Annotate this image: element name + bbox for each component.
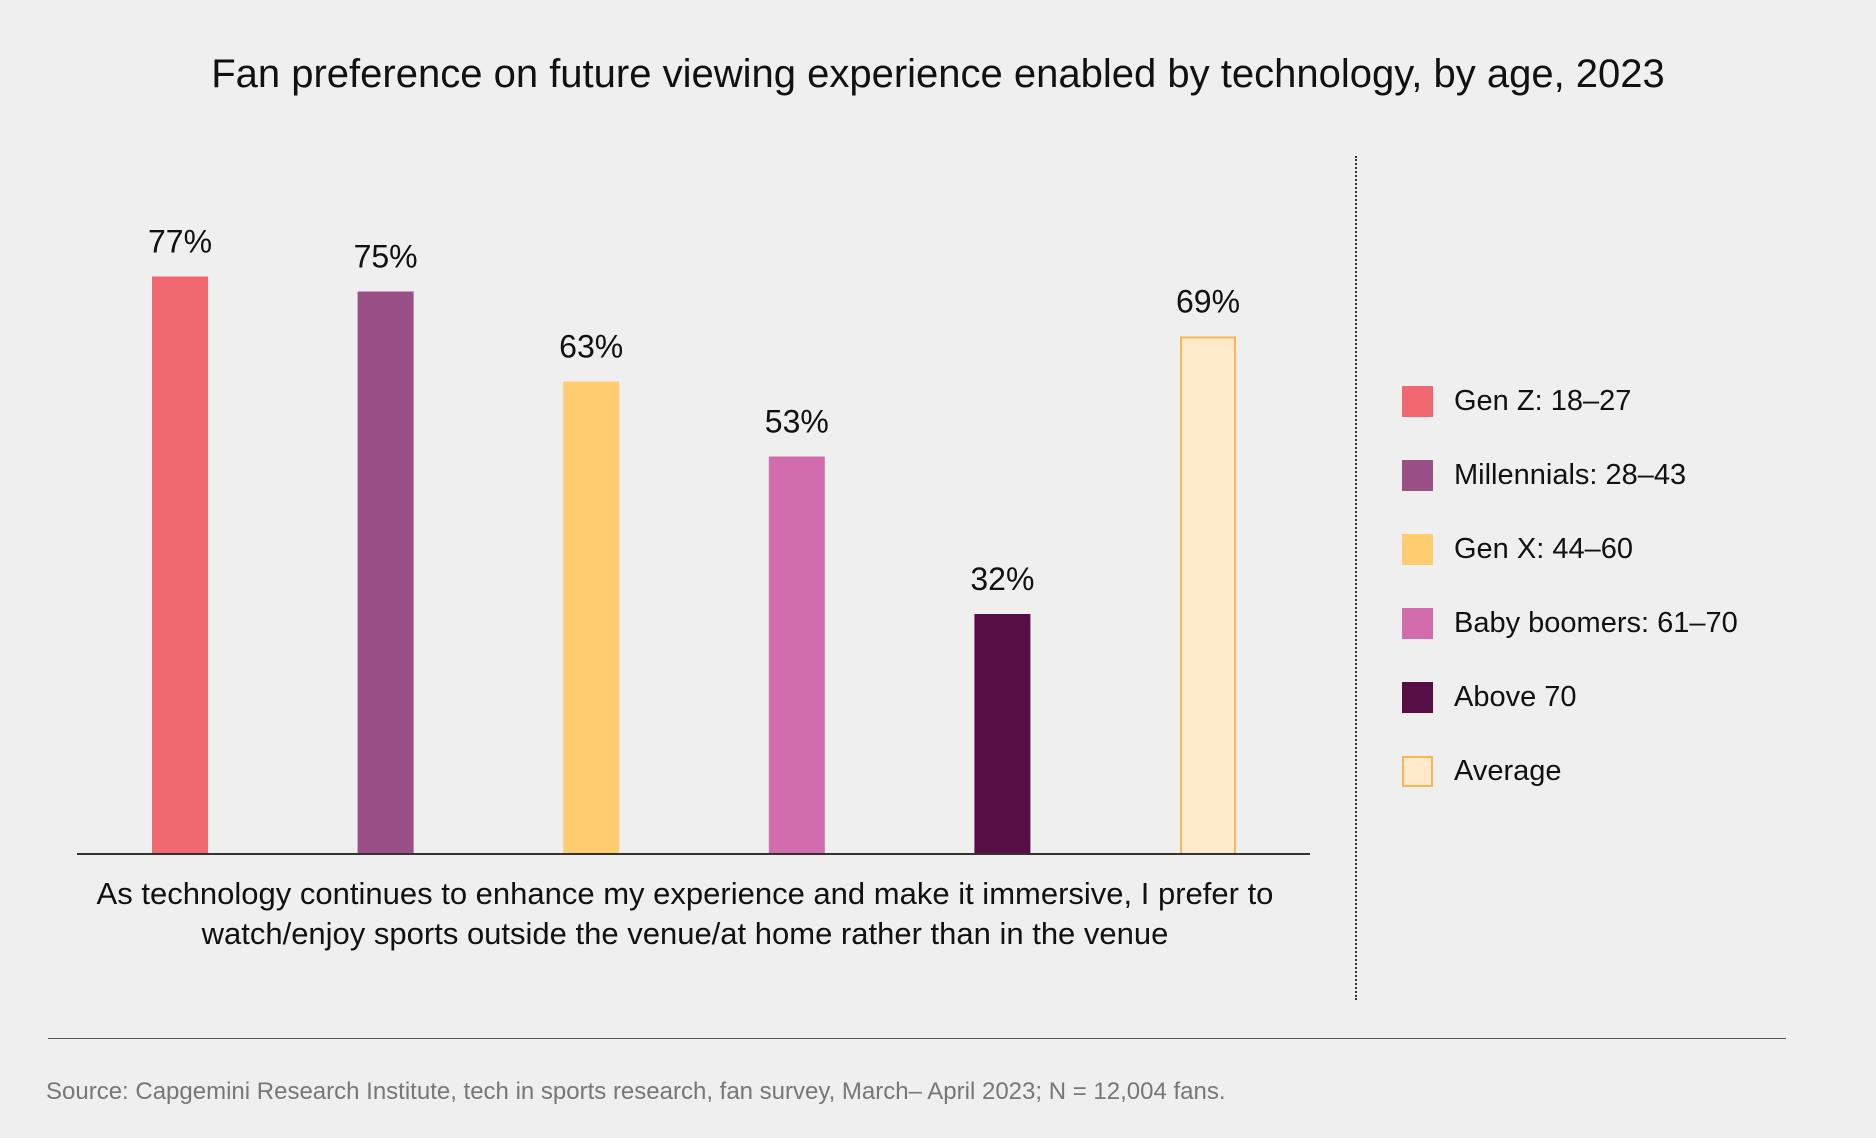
bar-value-label-4: 32%: [970, 561, 1034, 597]
bar-5: [1180, 336, 1236, 855]
category-label: As technology continues to enhance my ex…: [96, 876, 1274, 951]
legend-item-1: Millennials: 28–43: [1402, 438, 1738, 512]
legend-label-3: Baby boomers: 61–70: [1454, 606, 1738, 639]
legend-swatch-4: [1402, 681, 1433, 713]
bar-1: [357, 291, 414, 854]
footer-divider: [48, 1038, 1786, 1039]
legend-swatch-2: [1402, 533, 1433, 565]
legend-swatch-0: [1402, 385, 1433, 417]
legend-item-3: Baby boomers: 61–70: [1402, 586, 1738, 660]
bar-4: [974, 614, 1031, 854]
legend-item-4: Above 70: [1402, 660, 1738, 734]
legend-divider: [1355, 156, 1357, 1000]
bar-value-label-2: 63%: [559, 329, 623, 365]
bar-3: [768, 456, 825, 854]
legend-item-0: Gen Z: 18–27: [1402, 364, 1738, 438]
legend-label-4: Above 70: [1454, 680, 1577, 713]
legend-swatch-1: [1402, 459, 1433, 491]
chart-title: Fan preference on future viewing experie…: [211, 52, 1665, 96]
legend-item-5: Average: [1402, 734, 1738, 808]
legend-label-0: Gen Z: 18–27: [1454, 384, 1632, 417]
legend-swatch-5: [1402, 755, 1433, 787]
legend-label-2: Gen X: 44–60: [1454, 532, 1633, 565]
legend-label-1: Millennials: 28–43: [1454, 458, 1687, 491]
bars-layer: 77% 75% 63% 53% 32% 69%: [148, 224, 1240, 855]
legend-item-2: Gen X: 44–60: [1402, 512, 1738, 586]
bar-value-label-3: 53%: [765, 404, 829, 440]
legend: Gen Z: 18–27 Millennials: 28–43 Gen X: 44–…: [1402, 364, 1738, 808]
legend-swatch-3: [1402, 607, 1433, 639]
bar-value-label-1: 75%: [354, 239, 418, 275]
bar-value-label-5: 69%: [1176, 284, 1240, 320]
source-note: Source: Capgemini Research Institute, te…: [46, 1078, 1226, 1105]
bar-2: [563, 381, 620, 854]
legend-label-5: Average: [1454, 754, 1562, 787]
bar-0: [152, 276, 208, 854]
bar-value-label-0: 77%: [148, 224, 212, 260]
